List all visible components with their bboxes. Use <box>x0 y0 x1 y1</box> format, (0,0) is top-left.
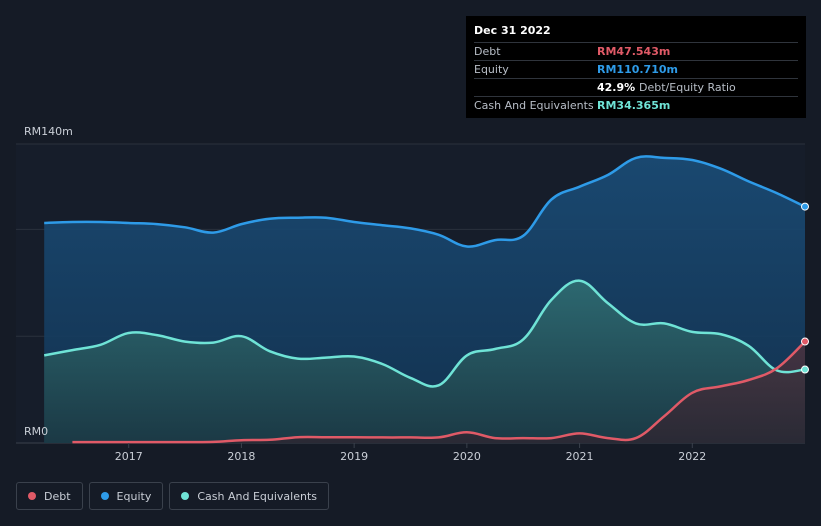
tooltip-value: 42.9% Debt/Equity Ratio <box>597 79 736 96</box>
cash-dot-icon <box>181 492 190 500</box>
tooltip-row-ratio: 42.9% Debt/Equity Ratio <box>474 79 798 97</box>
cash-and-equivalents-area <box>44 280 805 443</box>
x-tick-label: 2019 <box>340 450 368 463</box>
ratio-value: 42.9% <box>597 81 636 94</box>
debt-end-point[interactable] <box>801 337 809 346</box>
legend-label: Debt <box>44 489 71 503</box>
tooltip-label: Equity <box>474 63 509 76</box>
tooltip-label: Cash And Equivalents <box>474 99 594 112</box>
tooltip-label: Debt <box>474 45 501 58</box>
tooltip-label <box>474 79 597 96</box>
equity-dot-icon <box>100 492 109 500</box>
legend-label: Cash And Equivalents <box>197 489 317 503</box>
tooltip-row-equity: Equity RM110.710m <box>474 61 798 79</box>
x-tick-label: 2022 <box>678 450 706 463</box>
equity-line <box>44 155 806 248</box>
tooltip-date: Dec 31 2022 <box>474 24 798 43</box>
y-axis-bottom-label: RM0 <box>24 425 48 438</box>
legend-label: Equity <box>116 489 152 503</box>
tooltip-value: RM47.543m <box>597 45 671 58</box>
legend: Debt Equity Cash And Equivalents <box>16 482 335 510</box>
cash-and-equivalents-end-point[interactable] <box>801 365 809 374</box>
x-tick-label: 2017 <box>115 450 143 463</box>
x-tick-label: 2021 <box>566 450 594 463</box>
cash-and-equivalents-line <box>43 279 806 388</box>
ratio-caption: Debt/Equity Ratio <box>639 81 736 94</box>
equity-end-point[interactable] <box>801 202 809 211</box>
tooltip-value: RM34.365m <box>597 99 671 112</box>
debt-dot-icon <box>28 492 36 500</box>
debt-area <box>72 341 805 443</box>
legend-item-debt[interactable]: Debt <box>16 482 83 510</box>
tooltip-value: RM110.710m <box>597 63 678 76</box>
legend-item-equity[interactable]: Equity <box>88 482 164 510</box>
tooltip-row-debt: Debt RM47.543m <box>474 43 798 61</box>
legend-item-cash[interactable]: Cash And Equivalents <box>169 482 329 510</box>
debt-line <box>72 340 806 444</box>
tooltip-row-cash: Cash And Equivalents RM34.365m <box>474 97 798 114</box>
tooltip-panel: Dec 31 2022 Debt RM47.543m Equity RM110.… <box>466 16 806 118</box>
y-axis-top-label: RM140m <box>24 125 73 138</box>
x-tick-label: 2018 <box>227 450 255 463</box>
x-tick-label: 2020 <box>453 450 481 463</box>
